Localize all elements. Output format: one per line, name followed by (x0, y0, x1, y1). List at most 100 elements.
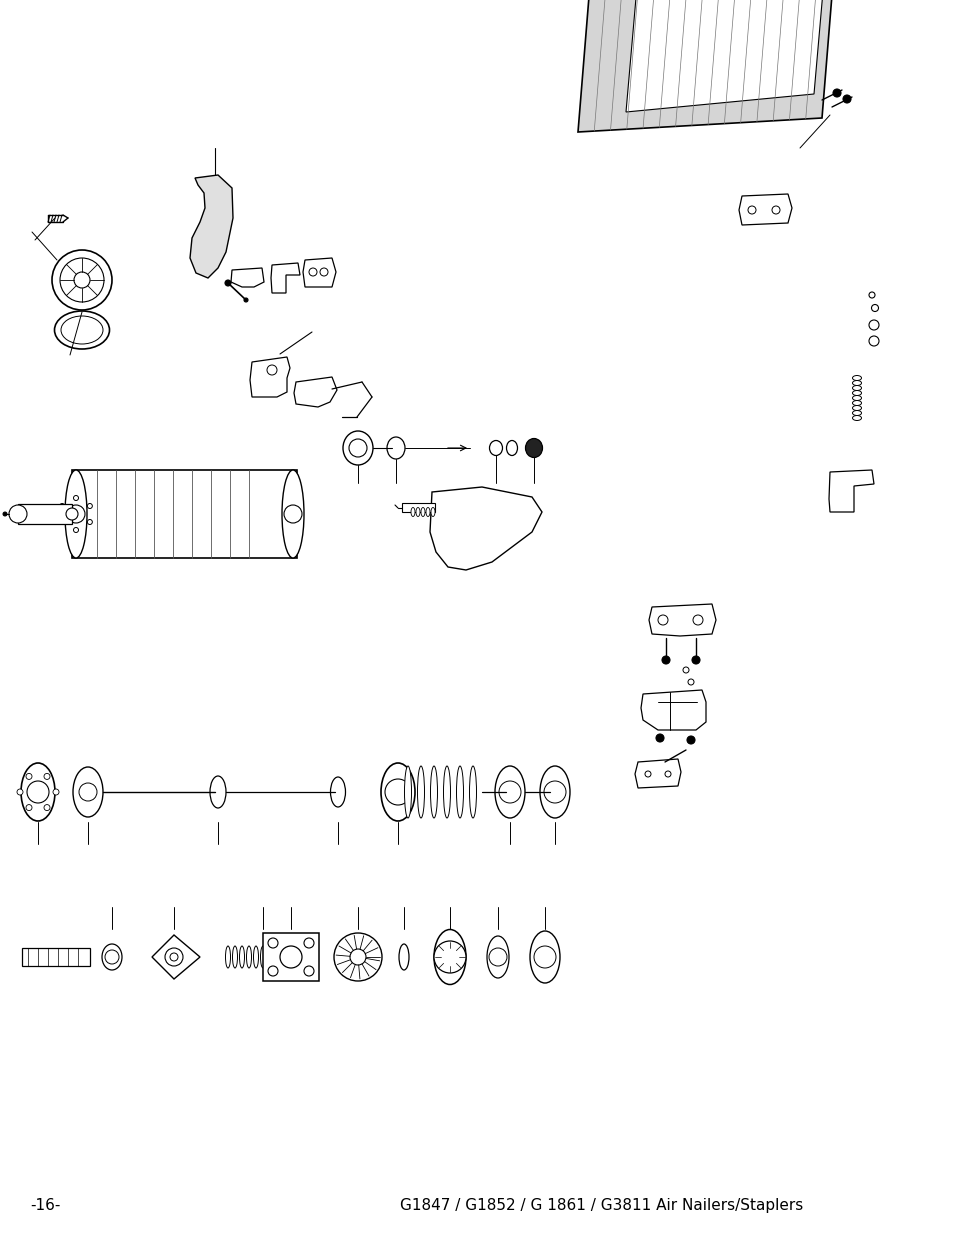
Ellipse shape (210, 776, 226, 808)
Ellipse shape (495, 766, 524, 818)
Circle shape (832, 89, 841, 98)
Circle shape (60, 520, 65, 525)
Circle shape (73, 527, 78, 532)
Polygon shape (625, 0, 841, 112)
Ellipse shape (852, 405, 861, 410)
Ellipse shape (398, 944, 409, 969)
Polygon shape (635, 760, 680, 788)
Circle shape (280, 946, 302, 968)
Circle shape (27, 781, 49, 803)
Ellipse shape (21, 763, 55, 821)
Ellipse shape (443, 766, 450, 818)
Ellipse shape (65, 471, 87, 558)
Polygon shape (303, 258, 335, 287)
Circle shape (44, 804, 50, 810)
Ellipse shape (260, 946, 265, 968)
Circle shape (9, 505, 27, 522)
Circle shape (682, 667, 688, 673)
Polygon shape (271, 263, 299, 293)
Circle shape (868, 320, 878, 330)
Circle shape (3, 513, 7, 516)
Ellipse shape (239, 946, 244, 968)
Ellipse shape (469, 766, 476, 818)
Circle shape (79, 783, 97, 802)
Ellipse shape (852, 375, 861, 380)
Bar (71, 471, 296, 558)
Circle shape (53, 789, 59, 795)
Ellipse shape (416, 508, 419, 516)
Ellipse shape (282, 471, 304, 558)
Polygon shape (190, 175, 233, 278)
Circle shape (692, 615, 702, 625)
Circle shape (534, 946, 556, 968)
Ellipse shape (486, 936, 509, 978)
Ellipse shape (852, 395, 861, 400)
Circle shape (349, 438, 367, 457)
Polygon shape (662, 760, 671, 768)
Circle shape (319, 268, 328, 275)
Ellipse shape (530, 931, 559, 983)
Ellipse shape (54, 311, 110, 350)
Circle shape (304, 939, 314, 948)
Circle shape (686, 736, 695, 743)
Bar (263, 932, 318, 981)
Circle shape (656, 734, 663, 742)
Circle shape (74, 272, 90, 288)
Ellipse shape (852, 410, 861, 415)
Ellipse shape (387, 437, 405, 459)
Ellipse shape (489, 441, 502, 456)
Circle shape (334, 932, 381, 981)
Ellipse shape (434, 930, 465, 984)
Ellipse shape (852, 385, 861, 390)
Polygon shape (250, 357, 290, 396)
Ellipse shape (73, 767, 103, 818)
Circle shape (88, 520, 92, 525)
Circle shape (17, 789, 23, 795)
Circle shape (771, 206, 780, 214)
Ellipse shape (411, 508, 415, 516)
Polygon shape (739, 194, 791, 225)
Circle shape (52, 249, 112, 310)
Circle shape (661, 656, 669, 664)
Ellipse shape (525, 438, 542, 457)
Circle shape (268, 966, 277, 976)
Circle shape (687, 679, 693, 685)
Circle shape (26, 773, 32, 779)
Circle shape (434, 941, 465, 973)
Ellipse shape (426, 508, 430, 516)
Ellipse shape (61, 316, 103, 345)
Text: -16-: -16- (30, 1198, 60, 1213)
Circle shape (60, 258, 104, 303)
Circle shape (44, 773, 50, 779)
Ellipse shape (431, 508, 435, 516)
Bar (401, 503, 435, 513)
Circle shape (385, 779, 411, 805)
Circle shape (664, 771, 670, 777)
Circle shape (284, 505, 302, 522)
Ellipse shape (430, 766, 437, 818)
Circle shape (268, 939, 277, 948)
Text: G1847 / G1852 / G 1861 / G3811 Air Nailers/Staplers: G1847 / G1852 / G 1861 / G3811 Air Naile… (399, 1198, 802, 1213)
Polygon shape (640, 690, 705, 730)
Polygon shape (152, 935, 200, 979)
Circle shape (498, 781, 520, 803)
Circle shape (66, 508, 78, 520)
Circle shape (691, 656, 700, 664)
Ellipse shape (852, 400, 861, 405)
Circle shape (60, 504, 65, 509)
Ellipse shape (506, 441, 517, 456)
Ellipse shape (343, 431, 373, 466)
Circle shape (747, 206, 755, 214)
Circle shape (88, 504, 92, 509)
Circle shape (842, 95, 850, 103)
Circle shape (26, 804, 32, 810)
Ellipse shape (852, 380, 861, 385)
Ellipse shape (380, 763, 415, 821)
Bar (18, 504, 71, 524)
Ellipse shape (539, 766, 569, 818)
Circle shape (105, 950, 119, 965)
Circle shape (350, 948, 366, 965)
Polygon shape (828, 471, 873, 513)
Ellipse shape (852, 415, 861, 420)
Ellipse shape (253, 946, 258, 968)
